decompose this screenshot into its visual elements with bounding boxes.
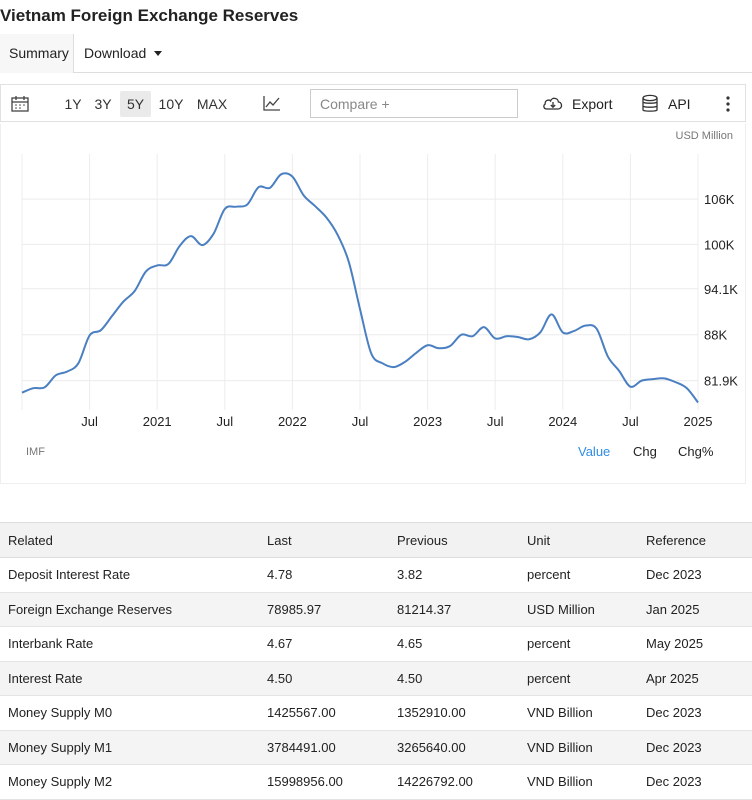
export-label: Export <box>572 96 613 112</box>
last-cell: 78985.97 <box>259 592 389 627</box>
y-tick-label: 100K <box>704 237 735 252</box>
tab-summary[interactable]: Summary <box>0 34 74 73</box>
last-cell: 4.50 <box>259 661 389 696</box>
range-3y-button[interactable]: 3Y <box>94 96 112 112</box>
unit-cell: percent <box>519 557 638 593</box>
x-tick-label: Jul <box>81 414 98 429</box>
related-table: Related Last Previous Unit Reference Dep… <box>0 522 752 800</box>
export-button[interactable]: Export <box>542 91 612 117</box>
reference-cell: Apr 2025 <box>638 661 752 696</box>
related-indicator-link[interactable]: Interest Rate <box>0 661 259 696</box>
header-previous: Previous <box>389 522 519 558</box>
unit-cell: percent <box>519 661 638 696</box>
unit-cell: percent <box>519 626 638 662</box>
previous-cell: 3.82 <box>389 557 519 593</box>
reference-cell: Dec 2023 <box>638 764 752 800</box>
unit-cell: VND Billion <box>519 695 638 731</box>
previous-cell: 3265640.00 <box>389 730 519 765</box>
chart-container: USD Million Jul 2021 Jul 2022 Jul 2023 Jul 2024… <box>0 124 746 484</box>
reference-cell: May 2025 <box>638 626 752 662</box>
table-row[interactable]: Money Supply M0 1425567.00 1352910.00 VN… <box>0 695 752 731</box>
table-row[interactable]: Deposit Interest Rate 4.78 3.82 percent … <box>0 557 752 593</box>
tab-bar: Summary Download <box>0 34 752 73</box>
range-5y-button[interactable]: 5Y <box>120 91 151 117</box>
last-cell: 3784491.00 <box>259 730 389 765</box>
range-max-button[interactable]: MAX <box>196 96 228 112</box>
calendar-icon[interactable] <box>11 95 29 112</box>
table-header-row: Related Last Previous Unit Reference <box>0 522 752 558</box>
table-row[interactable]: Interest Rate 4.50 4.50 percent Apr 2025 <box>0 661 752 696</box>
related-indicator-link[interactable]: Money Supply M1 <box>0 730 259 765</box>
table-row[interactable]: Interbank Rate 4.67 4.65 percent May 202… <box>0 626 752 662</box>
related-indicator-link[interactable]: Deposit Interest Rate <box>0 557 259 593</box>
header-related: Related <box>0 522 259 558</box>
reference-cell: Jan 2025 <box>638 592 752 627</box>
cloud-download-icon <box>543 97 563 110</box>
line-chart[interactable]: Jul 2021 Jul 2022 Jul 2023 Jul 2024 Jul 2025 106K 1… <box>1 124 747 464</box>
download-label: Download <box>84 45 147 61</box>
table-row[interactable]: Money Supply M1 3784491.00 3265640.00 VN… <box>0 730 752 765</box>
previous-cell: 81214.37 <box>389 592 519 627</box>
line-chart-icon[interactable] <box>263 95 281 111</box>
y-tick-label: 88K <box>704 328 727 343</box>
x-tick-label: 2021 <box>143 414 172 429</box>
last-cell: 15998956.00 <box>259 764 389 800</box>
unit-cell: USD Million <box>519 592 638 627</box>
last-cell: 4.78 <box>259 557 389 593</box>
unit-cell: VND Billion <box>519 764 638 800</box>
compare-input[interactable] <box>310 89 518 118</box>
x-tick-label: 2025 <box>684 414 713 429</box>
reference-cell: Dec 2023 <box>638 695 752 731</box>
header-reference: Reference <box>638 522 752 558</box>
x-tick-label: Jul <box>487 414 504 429</box>
last-cell: 4.67 <box>259 626 389 662</box>
y-tick-label: 94.1K <box>704 282 738 297</box>
x-tick-label: 2022 <box>278 414 307 429</box>
caret-down-icon <box>154 51 163 56</box>
value-view-button[interactable]: Value <box>578 444 611 459</box>
api-button[interactable]: API <box>641 91 691 117</box>
unit-label: USD Million <box>675 130 733 142</box>
previous-cell: 14226792.00 <box>389 764 519 800</box>
x-tick-label: Jul <box>216 414 233 429</box>
last-cell: 1425567.00 <box>259 695 389 731</box>
previous-cell: 4.50 <box>389 661 519 696</box>
api-label: API <box>668 96 691 112</box>
previous-cell: 4.65 <box>389 626 519 662</box>
x-tick-label: 2024 <box>548 414 577 429</box>
table-row[interactable]: Money Supply M2 15998956.00 14226792.00 … <box>0 764 752 800</box>
chg-pct-view-button[interactable]: Chg% <box>678 444 714 459</box>
y-tick-label: 106K <box>704 192 735 207</box>
previous-cell: 1352910.00 <box>389 695 519 731</box>
related-indicator-link[interactable]: Foreign Exchange Reserves <box>0 592 259 627</box>
unit-cell: VND Billion <box>519 730 638 765</box>
related-indicator-link[interactable]: Money Supply M0 <box>0 695 259 731</box>
download-dropdown[interactable]: Download <box>74 34 163 73</box>
more-options-icon[interactable] <box>722 94 734 114</box>
chg-view-button[interactable]: Chg <box>633 444 657 459</box>
database-icon <box>642 94 658 112</box>
related-indicator-link[interactable]: Interbank Rate <box>0 626 259 662</box>
x-tick-label: 2023 <box>413 414 442 429</box>
chart-toolbar: 1Y 3Y 5Y 10Y MAX Export API <box>0 84 746 122</box>
source-label: IMF <box>26 446 45 458</box>
range-10y-button[interactable]: 10Y <box>158 96 184 112</box>
related-indicator-link[interactable]: Money Supply M2 <box>0 764 259 800</box>
reference-cell: Dec 2023 <box>638 730 752 765</box>
x-tick-label: Jul <box>352 414 369 429</box>
range-1y-button[interactable]: 1Y <box>64 96 82 112</box>
y-tick-label: 81.9K <box>704 374 738 389</box>
header-unit: Unit <box>519 522 638 558</box>
header-last: Last <box>259 522 389 558</box>
page-title: Vietnam Foreign Exchange Reserves <box>0 6 299 25</box>
x-tick-label: Jul <box>622 414 639 429</box>
table-row[interactable]: Foreign Exchange Reserves 78985.97 81214… <box>0 592 752 627</box>
reference-cell: Dec 2023 <box>638 557 752 593</box>
series-line <box>21 172 699 404</box>
